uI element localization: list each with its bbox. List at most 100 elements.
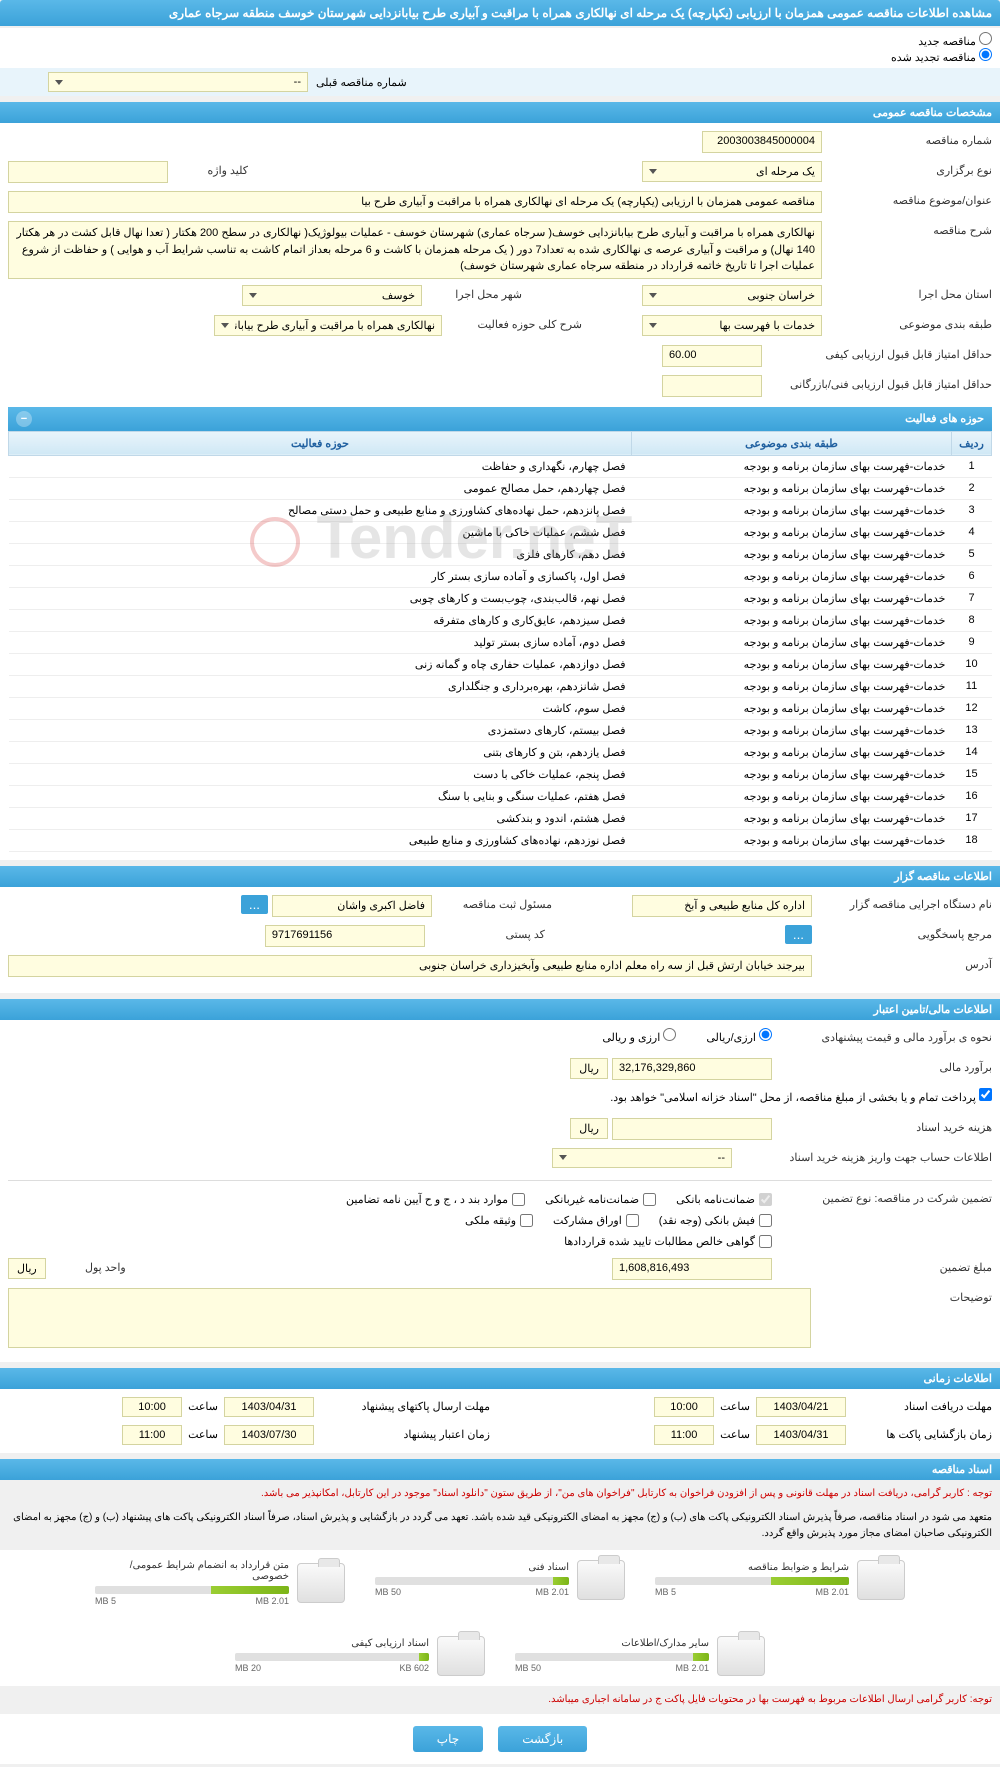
payment-checkbox[interactable]	[979, 1088, 992, 1101]
minimize-icon[interactable]: −	[16, 411, 32, 427]
chk-clause-input[interactable]	[512, 1193, 525, 1206]
general-content: شماره مناقصه 2003003845000004 نوع برگزار…	[0, 123, 1000, 860]
chk-nonbank-label: ضمانت‌نامه غیربانکی	[545, 1193, 639, 1206]
row-category: خدمات-فهرست بهای سازمان برنامه و بودجه	[632, 807, 952, 829]
prev-tender-select[interactable]: --	[48, 72, 308, 92]
chk-nonbank[interactable]: ضمانت‌نامه غیربانکی	[545, 1193, 656, 1206]
back-button[interactable]: بازگشت	[498, 1726, 587, 1752]
payment-note-text: پرداخت تمام و یا بخشی از مبلغ مناقصه، از…	[610, 1092, 976, 1104]
row-num: 5	[952, 543, 992, 565]
open-date: 1403/04/31	[756, 1425, 846, 1445]
table-row: 8 خدمات-فهرست بهای سازمان برنامه و بودجه…	[9, 609, 992, 631]
send-date: 1403/04/31	[224, 1397, 314, 1417]
unit-label: واحد پول	[46, 1258, 126, 1274]
keyword-input[interactable]	[8, 161, 168, 183]
doc-title: اسناد فنی	[375, 1562, 569, 1573]
time-label-3: ساعت	[720, 1428, 750, 1441]
progress-bar	[375, 1577, 569, 1585]
row-category: خدمات-فهرست بهای سازمان برنامه و بودجه	[632, 609, 952, 631]
account-select[interactable]: --	[552, 1148, 732, 1168]
scope-select[interactable]: نهالکاری همراه با مراقبت و آبیاری طرح بی…	[214, 315, 442, 336]
chk-bonds-input[interactable]	[626, 1214, 639, 1227]
page-title: مشاهده اطلاعات مناقصه عمومی همزمان با ار…	[169, 6, 992, 20]
doc-limit: 5 MB	[95, 1596, 116, 1606]
row-category: خدمات-فهرست بهای سازمان برنامه و بودجه	[632, 477, 952, 499]
chk-property[interactable]: وثیقه ملکی	[465, 1214, 533, 1227]
time-label-4: ساعت	[188, 1428, 218, 1441]
doc-item[interactable]: متن قرارداد به انضمام شرایط عمومی/خصوصی …	[95, 1560, 345, 1606]
open-time: 11:00	[654, 1425, 714, 1445]
radio-rial-input[interactable]	[759, 1028, 772, 1041]
province-select[interactable]: خراسان جنوبی	[642, 285, 822, 306]
chk-property-input[interactable]	[520, 1214, 533, 1227]
progress-fill	[693, 1653, 709, 1661]
row-activity: فصل دوازدهم، عملیات حفاری چاه و گمانه زن…	[9, 653, 632, 675]
explain-textarea[interactable]	[8, 1288, 811, 1348]
radio-forex-input[interactable]	[663, 1028, 676, 1041]
doc-title: سایر مدارک/اطلاعات	[515, 1638, 709, 1649]
valid-date: 1403/07/30	[224, 1425, 314, 1445]
ref-more-button[interactable]: ...	[785, 925, 812, 944]
class-select[interactable]: خدمات با فهرست بها	[642, 315, 822, 336]
chevron-down-icon	[249, 293, 257, 298]
chk-nonbank-input[interactable]	[643, 1193, 656, 1206]
doc-item[interactable]: اسناد ارزیابی کیفی 602 KB20 MB	[235, 1636, 485, 1676]
doc-item[interactable]: سایر مدارک/اطلاعات 2.01 MB50 MB	[515, 1636, 765, 1676]
chk-receivables-label: گواهی خالص مطالبات تایید شده قراردادها	[564, 1235, 755, 1248]
progress-fill	[771, 1577, 849, 1585]
city-label: شهر محل اجرا	[422, 285, 522, 301]
activity-title-text: حوزه های فعالیت	[905, 412, 984, 425]
doc-limit: 50 MB	[515, 1663, 541, 1673]
print-button[interactable]: چاپ	[413, 1726, 483, 1752]
row-category: خدمات-فهرست بهای سازمان برنامه و بودجه	[632, 587, 952, 609]
tender-type-radios: مناقصه جدید مناقصه تجدید شده	[0, 28, 1000, 68]
doc-item[interactable]: اسناد فنی 2.01 MB50 MB	[375, 1560, 625, 1606]
chk-cash[interactable]: فیش بانکی (وجه نقد)	[659, 1214, 772, 1227]
row-activity: فصل چهاردهم، حمل مصالح عمومی	[9, 477, 632, 499]
doc-item[interactable]: شرایط و ضوابط مناقصه 2.01 MB5 MB	[655, 1560, 905, 1606]
table-row: 16 خدمات-فهرست بهای سازمان برنامه و بودج…	[9, 785, 992, 807]
guarantee-amount-value: 1,608,816,493	[612, 1258, 772, 1280]
row-activity: فصل دهم، کارهای فلزی	[9, 543, 632, 565]
type-select[interactable]: یک مرحله ای	[642, 161, 822, 182]
rial-unit: ریال	[570, 1058, 608, 1079]
chk-bank-input[interactable]	[759, 1193, 772, 1206]
radio-forex[interactable]: ارزی و ریالی	[602, 1028, 676, 1044]
row-activity: فصل شانزدهم، بهره‌برداری و جنگلداری	[9, 675, 632, 697]
chk-bank[interactable]: ضمانت‌نامه بانکی	[676, 1193, 772, 1206]
chk-clause[interactable]: موارد بند د ، ج و ح آیین نامه تضامین	[346, 1193, 525, 1206]
radio-renewed-tender[interactable]: مناقصه تجدید شده	[891, 52, 992, 64]
chk-bank-label: ضمانت‌نامه بانکی	[676, 1193, 755, 1206]
col-activity: حوزه فعالیت	[9, 431, 632, 455]
doc-fee-value[interactable]	[612, 1118, 772, 1140]
radio-new-input[interactable]	[979, 32, 992, 45]
row-activity: فصل چهارم، نگهداری و حفاظت	[9, 455, 632, 477]
chk-cash-input[interactable]	[759, 1214, 772, 1227]
city-select[interactable]: خوسف	[242, 285, 422, 306]
resp-value: فاضل اکبری واشان	[272, 895, 432, 917]
chk-receivables-input[interactable]	[759, 1235, 772, 1248]
radio-renewed-label: مناقصه تجدید شده	[891, 52, 976, 64]
min-score-tech-value[interactable]	[662, 375, 762, 397]
doc-title: متن قرارداد به انضمام شرایط عمومی/خصوصی	[95, 1560, 289, 1582]
row-num: 3	[952, 499, 992, 521]
row-category: خدمات-فهرست بهای سازمان برنامه و بودجه	[632, 521, 952, 543]
payment-note-check[interactable]: پرداخت تمام و یا بخشی از مبلغ مناقصه، از…	[610, 1088, 992, 1104]
radio-new-tender[interactable]: مناقصه جدید	[918, 36, 992, 48]
chk-bonds[interactable]: اوراق مشارکت	[553, 1214, 639, 1227]
radio-renewed-input[interactable]	[979, 48, 992, 61]
subject-label: عنوان/موضوع مناقصه	[822, 191, 992, 207]
chk-receivables[interactable]: گواهی خالص مطالبات تایید شده قراردادها	[564, 1235, 772, 1248]
province-label: استان محل اجرا	[822, 285, 992, 301]
scope-label: شرح کلی حوزه فعالیت	[442, 315, 582, 331]
table-row: 18 خدمات-فهرست بهای سازمان برنامه و بودج…	[9, 829, 992, 851]
desc-label: شرح مناقصه	[822, 221, 992, 237]
docs-red-note: توجه : کاربر گرامی، دریافت اسناد در مهلت…	[0, 1480, 1000, 1508]
prev-tender-value: --	[294, 76, 301, 88]
resp-label: مسئول ثبت مناقصه	[432, 895, 552, 911]
row-activity: فصل ششم، عملیات خاکی با ماشین	[9, 521, 632, 543]
account-value: --	[718, 1152, 725, 1164]
min-score-tech-label: حداقل امتیاز قابل قبول ارزیابی فنی/بازرگ…	[762, 375, 992, 391]
radio-rial[interactable]: ارزی/ریالی	[706, 1028, 772, 1044]
resp-more-button[interactable]: ...	[241, 895, 268, 914]
